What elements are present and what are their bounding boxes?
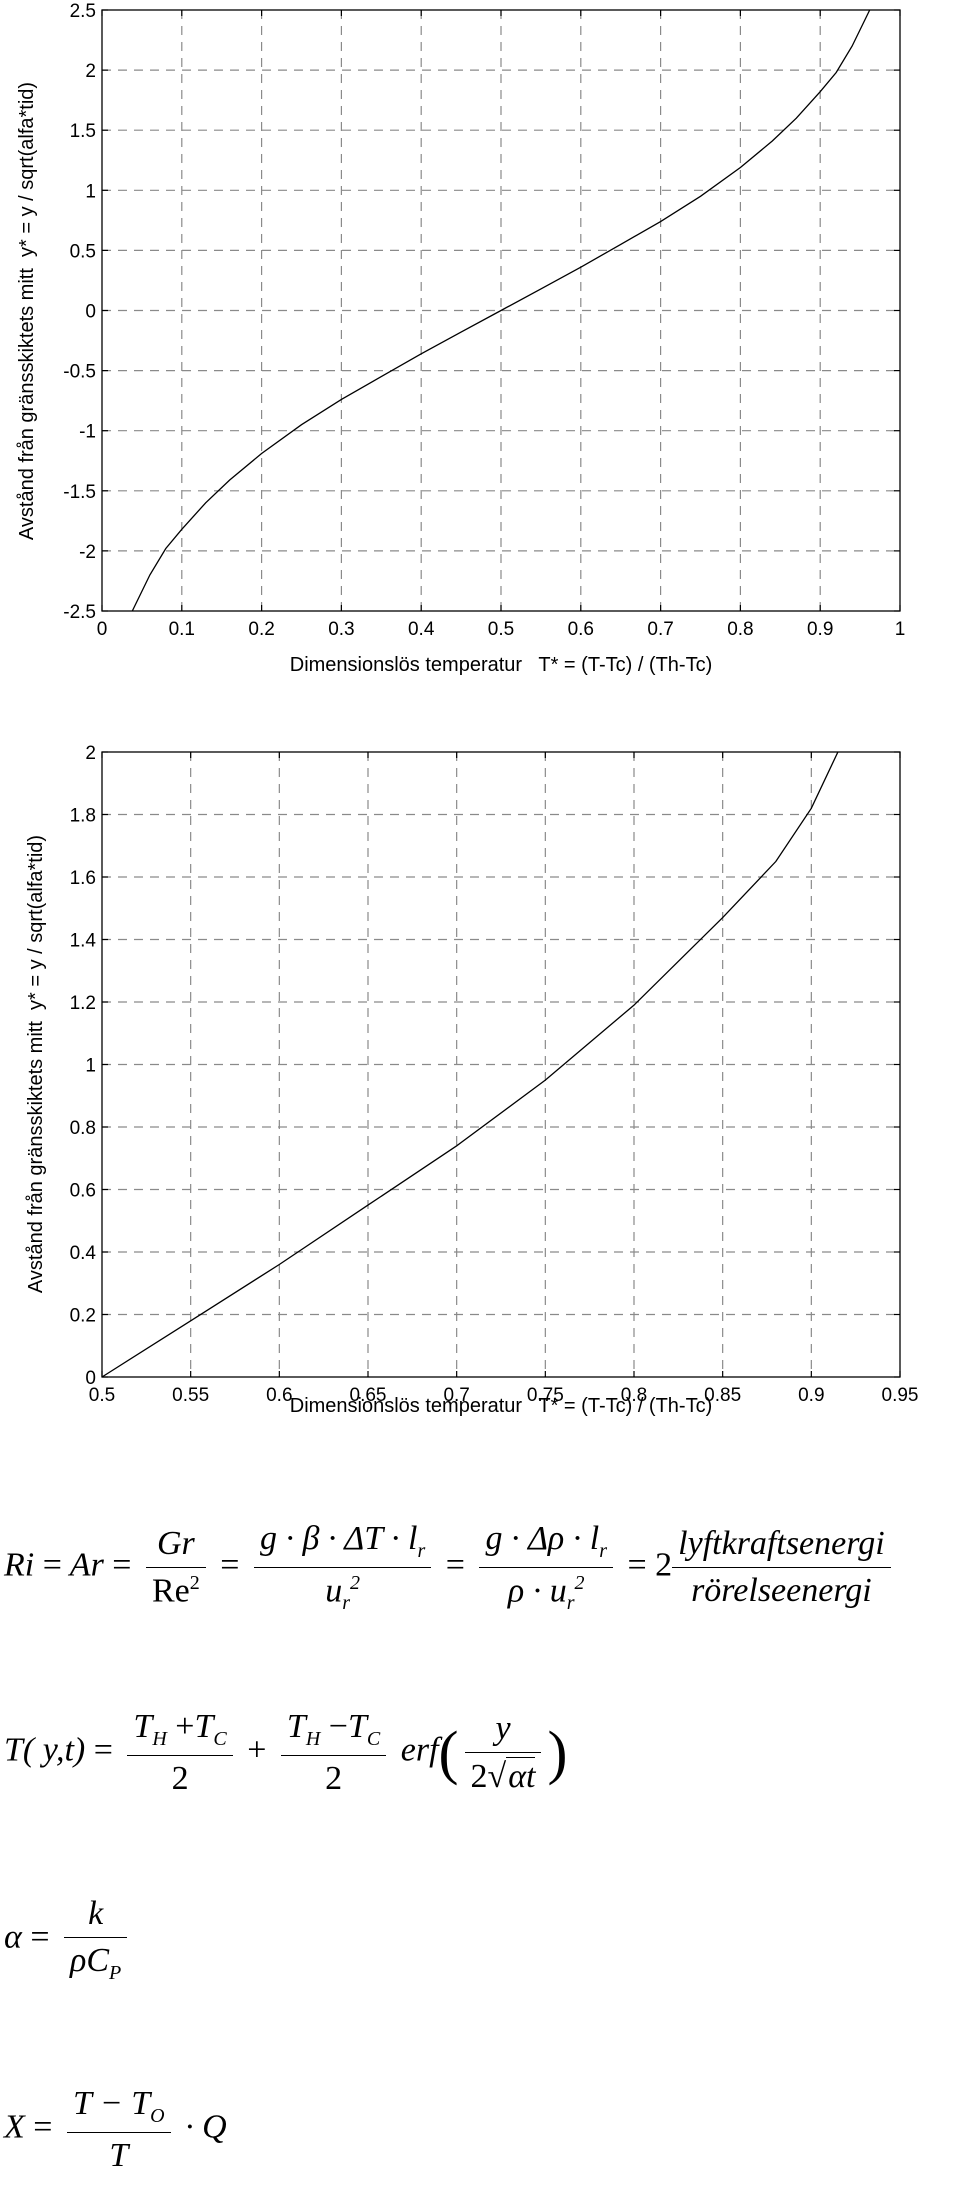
y-tick-label: 0.8 — [70, 1118, 96, 1139]
x-tick-label: 0.75 — [527, 1385, 564, 1406]
equation-thermal-diffusivity: α = k ρCP — [4, 1895, 133, 1985]
eq3-lhs: α — [4, 1918, 22, 1956]
eq1-frac-words: lyftkraftsenergi rörelseenergi — [672, 1525, 891, 1610]
x-tick-label: 0.7 — [443, 1385, 469, 1406]
y-tick-label: 1.5 — [70, 121, 96, 142]
y-tick-label: 1.8 — [70, 806, 96, 827]
x-tick-label: 0.6 — [568, 619, 594, 640]
chart-2-ylabel: Avstånd från gränsskiktets mitt y* = y /… — [25, 835, 47, 1293]
y-tick-label: 2.5 — [70, 1, 96, 22]
equation-richardson: Ri = Ar = Gr Re2 = g · β · ΔT · lr ur2 =… — [4, 1520, 897, 1615]
chart-1-curve — [131, 9, 871, 612]
y-tick-label: 0 — [85, 1368, 96, 1389]
chart-1-grid — [102, 10, 900, 611]
y-tick-label: 1.6 — [70, 868, 96, 889]
chart-1-frame — [101, 9, 901, 612]
y-tick-label: 1.2 — [70, 993, 96, 1014]
x-tick-label: 0.85 — [704, 1385, 741, 1406]
y-tick-label: -2.5 — [63, 602, 96, 623]
eq2-frac-arg: y 2√αt — [464, 1710, 542, 1796]
y-tick-label: 1 — [85, 1056, 96, 1077]
y-tick-label: -1.5 — [63, 482, 96, 503]
chart-2-curve — [101, 751, 839, 1378]
eq1-frac-gr-re: Gr Re2 — [145, 1525, 206, 1610]
chart-2-grid — [102, 752, 900, 1377]
x-tick-label: 0.4 — [408, 619, 435, 640]
y-tick-label: 1 — [85, 181, 96, 202]
y-tick-label: 0.5 — [70, 241, 96, 262]
x-tick-label: 0.5 — [488, 619, 514, 640]
eq2-frac-mean: TH +TC 2 — [127, 1708, 233, 1798]
y-tick-label: 0.2 — [70, 1306, 96, 1327]
eq4-tail: · Q — [185, 2108, 227, 2146]
eq2-lhs: T( y,t) — [4, 1731, 86, 1769]
x-tick-label: 0.8 — [621, 1385, 647, 1406]
eq1-frac-buoyancy: g · β · ΔT · lr ur2 — [253, 1520, 432, 1615]
x-tick-label: 1 — [895, 619, 906, 640]
chart-2: 0.5 0.55 0.6 0.65 0.7 0.75 0.8 0.85 0.9 0.95 0 0.2… — [25, 743, 919, 1417]
chart-2-frame — [101, 751, 901, 1378]
chart-1-ylabel: Avstånd från gränsskiktets mitt y* = y /… — [16, 82, 38, 540]
y-tick-label: 0.6 — [70, 1181, 96, 1202]
y-tick-label: -0.5 — [63, 362, 96, 383]
chart-1: 0 0.1 0.2 0.3 0.4 0.5 0.6 0.7 0.8 0.9 1 -2.5 -2 -1.5… — [16, 1, 906, 676]
y-tick-label: -1 — [79, 422, 96, 443]
eq1-frac-density: g · Δρ · lr ρ · ur2 — [479, 1520, 613, 1615]
x-tick-label: 0.95 — [882, 1385, 919, 1406]
x-tick-label: 0.9 — [807, 619, 833, 640]
eq1-lhs: Ri — [4, 1546, 35, 1584]
x-tick-label: 0.6 — [266, 1385, 292, 1406]
eq2-frac-diff: TH −TC 2 — [280, 1708, 387, 1798]
equation-x: X = T − TO T · Q — [4, 2085, 227, 2175]
x-tick-label: 0.9 — [798, 1385, 824, 1406]
eq1-ar: Ar — [69, 1546, 104, 1584]
x-tick-label: 0.1 — [169, 619, 195, 640]
y-tick-label: 2 — [85, 743, 96, 764]
x-tick-label: 0.55 — [172, 1385, 209, 1406]
eq2-erf: erf — [400, 1731, 439, 1769]
x-tick-label: 0.2 — [248, 619, 274, 640]
x-tick-label: 0 — [97, 619, 108, 640]
y-tick-label: 1.4 — [70, 931, 97, 952]
y-tick-label: -2 — [79, 542, 96, 563]
x-tick-label: 0.65 — [350, 1385, 387, 1406]
eq4-frac: T − TO T — [66, 2085, 171, 2175]
equation-temperature-profile: T( y,t) = TH +TC 2 + TH −TC 2 erf( y 2√α… — [4, 1708, 568, 1798]
y-tick-label: 0.4 — [70, 1243, 97, 1264]
y-tick-label: 0 — [85, 302, 96, 323]
eq3-frac: k ρCP — [64, 1895, 128, 1985]
chart-1-xlabel: Dimensionslös temperatur T* = (T-Tc) / (… — [290, 654, 713, 676]
eq4-lhs: X — [4, 2108, 25, 2146]
x-tick-label: 0.3 — [328, 619, 354, 640]
x-tick-label: 0.5 — [89, 1385, 115, 1406]
chart-2-xlabel: Dimensionslös temperatur T* = (T-Tc) / (… — [290, 1395, 713, 1417]
x-tick-label: 0.8 — [727, 619, 753, 640]
y-tick-label: 2 — [85, 61, 96, 82]
x-tick-label: 0.7 — [647, 619, 673, 640]
